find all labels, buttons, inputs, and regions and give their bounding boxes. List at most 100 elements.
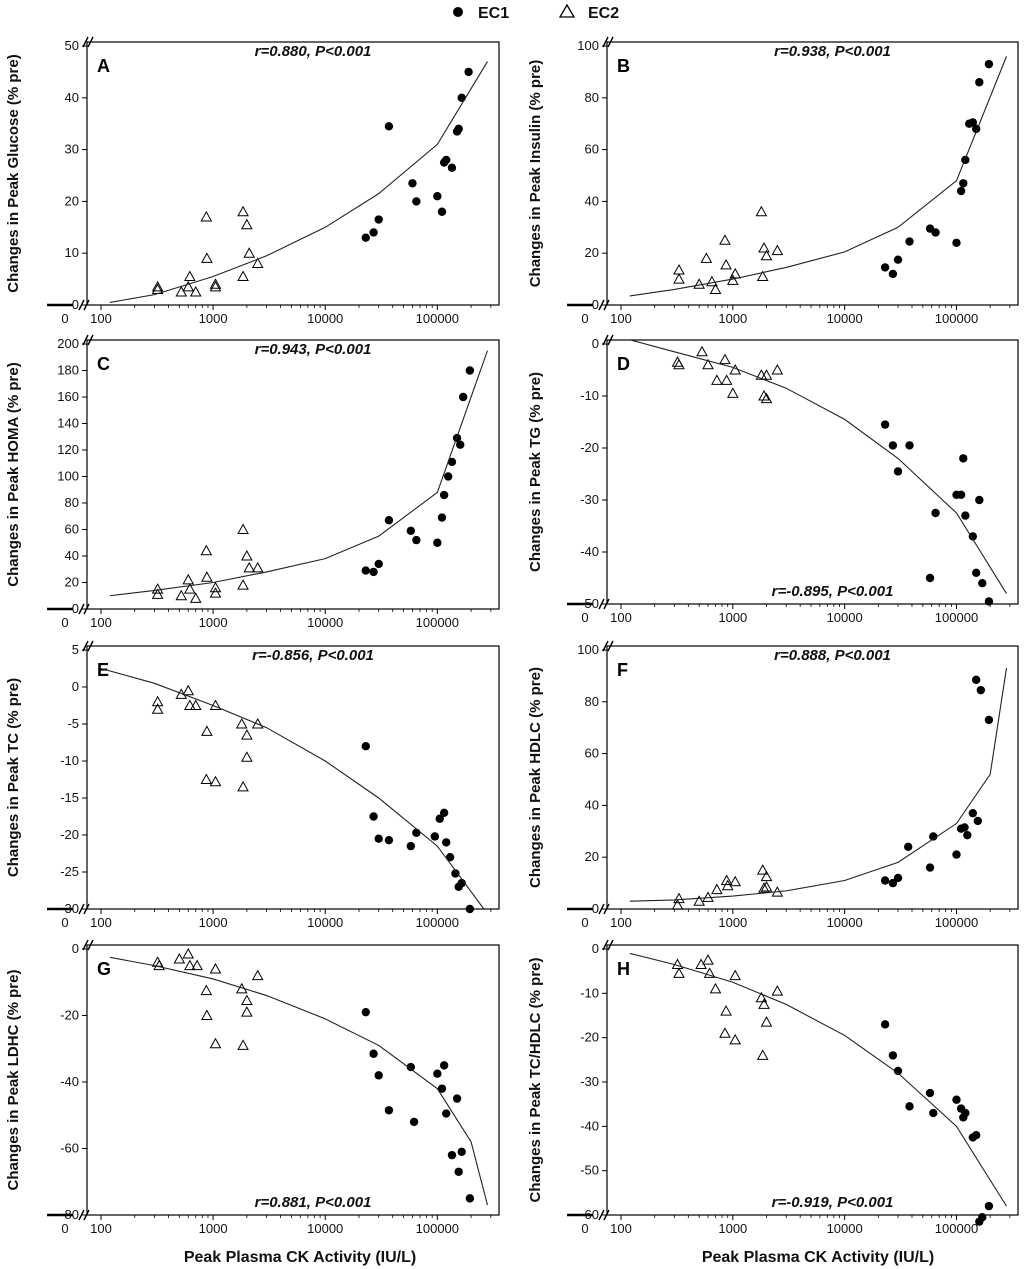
panel-g-ytick-label: -20 [60, 1008, 79, 1023]
panel-a-ec2-point [241, 218, 253, 230]
panel-c-ec1-point [456, 440, 465, 449]
panel-e-ec2-point [235, 717, 248, 729]
x-axis-label-left: Peak Plasma CK Activity (IU/L) [184, 1249, 416, 1266]
panel-h-xtick-label: 1000 [718, 1221, 747, 1236]
panel-e-ec1-point [361, 742, 370, 751]
panel-g-ec2-point [200, 984, 213, 996]
panel-h-ytick-label: 0 [592, 941, 599, 956]
panel-f-ec1-point [904, 842, 913, 852]
panel-f-ec1-point [971, 675, 981, 684]
panel-e-top-break [82, 640, 94, 652]
panel-a-ec2-point [243, 247, 256, 258]
panel-h: -60 -50 -40 -30 -20 -10 0 0 100 1000 10000 100000 Ch… [527, 939, 1019, 1236]
panel-d-annotation: r=-0.895, P<0.001 [772, 583, 894, 600]
panel-g-ec1-point [384, 1106, 394, 1115]
panel-h-xtick-label: 100000 [935, 1221, 978, 1236]
panel-d-ec2-point [771, 363, 784, 375]
panel-h-ytick-label: -30 [580, 1074, 599, 1089]
panel-a-ylabel: Changes in Peak Glucose (% pre) [5, 54, 22, 292]
panel-b-ec2-point [673, 264, 685, 275]
panel-e-ec1-point [465, 904, 475, 914]
panel-d-ec1-point [975, 495, 984, 505]
panel-e-ec2-point [151, 695, 164, 707]
panel-b-xtick-label: 1000 [718, 311, 747, 326]
panel-h-ylabel: Changes in Peak TC/HDLC (% pre) [527, 957, 544, 1202]
panel-b-ec2-point [709, 283, 722, 294]
panel-c-ec1-point [374, 559, 383, 569]
panel-b-ec1-point [931, 228, 940, 237]
panel-g-top-break [82, 939, 94, 951]
panel-h-ec2-point [673, 967, 685, 978]
panel-f-fit-line [629, 668, 1008, 902]
panel-d-ec1-point [931, 508, 940, 518]
panel-a-xtick-label: 100 [90, 311, 112, 326]
panel-e-ytick-label: 0 [72, 679, 79, 694]
panel-c-annotation: r=0.943, P<0.001 [255, 341, 372, 358]
panel-c-ec2-point [151, 583, 164, 594]
panel-b-fit-line [629, 56, 1008, 297]
panel-d-xtick-label: 0 [581, 610, 588, 625]
panel-d-ec2-point [673, 358, 685, 370]
panel-c-frame [86, 339, 500, 610]
panel-b-ec2-point [693, 278, 706, 289]
panel-g-ec2-point [209, 1037, 222, 1049]
panel-a-ec1-point [384, 122, 394, 131]
panel-e-ec2-point [201, 725, 213, 736]
panel-d-ec2-point [760, 392, 773, 404]
panel-f-ytick-label: 80 [585, 694, 599, 709]
panel-d-ytick-label: -20 [580, 440, 599, 455]
panel-g-ec2-point [209, 962, 222, 974]
panel-g-ec2-point [201, 1009, 213, 1020]
panel-b-ylabel: Changes in Peak Insulin (% pre) [527, 60, 544, 288]
panel-d-xtick-label: 100 [610, 610, 632, 625]
panel-d-xtick-label: 10000 [827, 610, 863, 625]
panel-c-ec1-point [369, 567, 378, 577]
panel-e-ec1-point [442, 838, 451, 847]
panel-d-ec1-point [893, 467, 903, 476]
panel-h-ytick-label: -10 [580, 985, 599, 1000]
panel-h-xtick-label: 0 [581, 1221, 588, 1236]
x-axis-label-right: Peak Plasma CK Activity (IU/L) [702, 1249, 934, 1266]
panel-d-ytick-label: 0 [592, 336, 599, 351]
panel-b-ec1-point [952, 238, 961, 248]
panel-f-ytick-label: 40 [585, 797, 599, 812]
panel-d-ec1-point [968, 532, 978, 541]
panel-h-ec1-point [925, 1088, 935, 1098]
panel-b-ec2-point [706, 275, 718, 287]
panel-b-ytick-label: 80 [585, 90, 599, 105]
panel-f-ec2-point [756, 864, 769, 875]
panel-c-letter: C [97, 354, 110, 374]
panel-f-ytick-label: 100 [577, 642, 599, 657]
panel-e-ytick-label: -30 [60, 901, 79, 916]
panel-d-ylabel: Changes in Peak TG (% pre) [527, 372, 544, 572]
panel-a-ec1-point [412, 197, 421, 206]
panel-c-ytick-label: 80 [65, 495, 79, 510]
panel-g-ytick-label: -60 [60, 1141, 79, 1156]
panel-f-ec2-point [720, 874, 733, 886]
panel-b-ec2-point [771, 244, 784, 256]
panel-g-letter: G [97, 959, 111, 979]
panel-g-ec1-point [442, 1109, 451, 1118]
panel-h-xtick-label: 100 [610, 1221, 632, 1236]
panel-d-ec2-point [696, 345, 708, 357]
panel-a-xtick-label: 0 [61, 311, 68, 326]
panel-a: 0 10 20 30 40 50 0 100 1000 10000 100000 Changes in… [5, 36, 500, 326]
panel-d-ec1-point [956, 490, 966, 499]
panel-a-ec2-point [209, 280, 222, 292]
panel-a-ec1-point [437, 207, 447, 216]
panel-c-ytick-label: 200 [57, 336, 79, 351]
panel-d: -50 -40 -30 -20 -10 0 0 100 1000 10000 100000 Chang… [527, 334, 1019, 625]
panel-c-ec1-point [406, 526, 416, 536]
panel-h-fit-line [629, 952, 1007, 1207]
panel-c-ec2-point [243, 561, 256, 573]
panel-h-ec2-point [755, 991, 768, 1003]
panel-e-xtick-label: 100 [90, 915, 112, 930]
panel-c-ytick-label: 140 [57, 416, 79, 431]
panel-f-ec2-point [729, 875, 742, 887]
panel-d-fit-line [629, 339, 1007, 594]
panel-a-ytick-label: 30 [65, 142, 79, 157]
panel-f-ec2-point [758, 882, 770, 893]
panel-c-ec1-point [458, 392, 468, 402]
panel-g-ec1-point [369, 1049, 378, 1058]
